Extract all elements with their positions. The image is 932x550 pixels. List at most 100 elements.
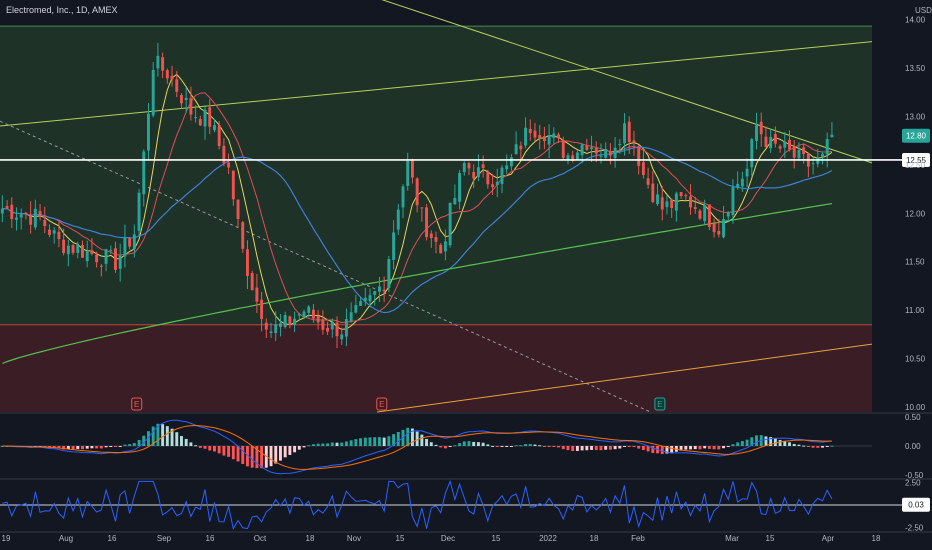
earnings-marker[interactable] xyxy=(376,397,388,411)
candle[interactable] xyxy=(151,70,155,116)
earnings-marker[interactable] xyxy=(131,397,143,411)
candle[interactable] xyxy=(679,192,683,197)
candle[interactable] xyxy=(316,316,320,323)
candle[interactable] xyxy=(538,135,542,139)
candle[interactable] xyxy=(698,210,702,219)
candle[interactable] xyxy=(283,315,287,328)
candle[interactable] xyxy=(557,134,561,139)
candle[interactable] xyxy=(90,250,94,254)
candle[interactable] xyxy=(788,139,791,150)
candle[interactable] xyxy=(740,178,744,187)
candle[interactable] xyxy=(637,146,641,166)
candle[interactable] xyxy=(387,259,391,288)
candle[interactable] xyxy=(255,287,259,302)
candle[interactable] xyxy=(222,145,226,164)
candle[interactable] xyxy=(717,230,721,235)
candle[interactable] xyxy=(33,208,37,228)
candle[interactable] xyxy=(608,151,612,156)
candle[interactable] xyxy=(99,265,103,267)
candle[interactable] xyxy=(797,149,801,159)
candle[interactable] xyxy=(114,248,117,270)
candle[interactable] xyxy=(81,245,84,258)
candle[interactable] xyxy=(533,130,537,138)
candle[interactable] xyxy=(161,57,165,71)
candle[interactable] xyxy=(420,207,424,209)
candle[interactable] xyxy=(505,165,509,170)
candle[interactable] xyxy=(118,255,122,269)
candle[interactable] xyxy=(264,322,268,330)
candle[interactable] xyxy=(660,197,664,210)
candle[interactable] xyxy=(656,194,659,205)
candle[interactable] xyxy=(335,322,339,337)
candle[interactable] xyxy=(641,162,645,175)
candle[interactable] xyxy=(156,55,160,69)
candle[interactable] xyxy=(462,162,466,173)
candle[interactable] xyxy=(443,241,447,252)
candle[interactable] xyxy=(410,159,414,178)
candle[interactable] xyxy=(377,286,381,292)
candle[interactable] xyxy=(109,250,113,252)
candle[interactable] xyxy=(632,140,636,143)
candle[interactable] xyxy=(180,95,183,104)
candle[interactable] xyxy=(722,219,725,238)
candle[interactable] xyxy=(307,306,311,313)
candle[interactable] xyxy=(623,123,627,144)
candle[interactable] xyxy=(406,160,410,186)
candle[interactable] xyxy=(288,316,292,325)
candle[interactable] xyxy=(547,134,551,145)
candle[interactable] xyxy=(354,305,358,313)
candle[interactable] xyxy=(330,321,334,330)
candle[interactable] xyxy=(467,163,471,169)
candle[interactable] xyxy=(703,205,707,222)
candle[interactable] xyxy=(260,299,264,319)
candle[interactable] xyxy=(137,192,141,231)
candle[interactable] xyxy=(665,201,669,208)
candle[interactable] xyxy=(293,318,297,325)
candle[interactable] xyxy=(825,138,829,155)
candle[interactable] xyxy=(48,229,51,235)
candle[interactable] xyxy=(236,199,240,220)
candle[interactable] xyxy=(62,239,66,253)
candle[interactable] xyxy=(245,249,249,276)
candle[interactable] xyxy=(15,217,18,220)
candle[interactable] xyxy=(783,141,787,148)
candle[interactable] xyxy=(514,144,518,155)
candle[interactable] xyxy=(213,125,216,131)
candle[interactable] xyxy=(165,70,169,79)
candle[interactable] xyxy=(147,113,150,151)
candle[interactable] xyxy=(429,233,433,239)
candle[interactable] xyxy=(189,98,193,115)
candle[interactable] xyxy=(524,127,528,146)
candle[interactable] xyxy=(57,231,61,239)
candle[interactable] xyxy=(495,181,499,185)
candle[interactable] xyxy=(184,97,188,101)
candle[interactable] xyxy=(755,125,758,141)
candle[interactable] xyxy=(208,107,212,127)
candle[interactable] xyxy=(571,155,575,162)
candle[interactable] xyxy=(627,121,631,143)
candle[interactable] xyxy=(194,117,198,119)
candle[interactable] xyxy=(302,311,306,318)
candle[interactable] xyxy=(269,331,273,333)
candle[interactable] xyxy=(604,148,608,158)
candle[interactable] xyxy=(542,136,546,142)
candle[interactable] xyxy=(590,147,594,150)
candle[interactable] xyxy=(363,297,367,302)
candle[interactable] xyxy=(24,212,28,215)
candle[interactable] xyxy=(71,245,75,253)
candle[interactable] xyxy=(227,162,231,168)
candle[interactable] xyxy=(321,319,325,330)
earnings-marker[interactable] xyxy=(654,397,666,411)
candle[interactable] xyxy=(476,167,480,178)
candle[interactable] xyxy=(585,145,589,150)
candle[interactable] xyxy=(368,295,372,302)
candle[interactable] xyxy=(613,147,617,158)
candle[interactable] xyxy=(38,211,42,217)
candle[interactable] xyxy=(509,157,513,167)
candle[interactable] xyxy=(231,170,235,200)
candle[interactable] xyxy=(580,144,584,156)
candle[interactable] xyxy=(594,148,598,154)
candle[interactable] xyxy=(274,324,278,334)
candle[interactable] xyxy=(250,273,254,291)
